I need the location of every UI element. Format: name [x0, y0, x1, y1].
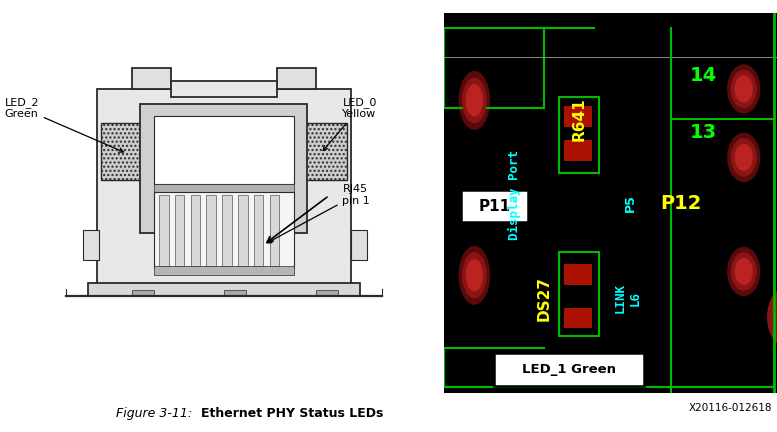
Bar — [564, 308, 592, 328]
Bar — [559, 97, 599, 173]
Bar — [351, 230, 367, 260]
Bar — [96, 89, 351, 287]
Bar — [559, 252, 599, 336]
Bar — [254, 195, 263, 266]
Ellipse shape — [727, 64, 761, 114]
Bar — [154, 266, 294, 275]
Ellipse shape — [731, 138, 757, 177]
Ellipse shape — [731, 70, 757, 108]
Ellipse shape — [731, 252, 757, 291]
Text: 14: 14 — [690, 67, 717, 86]
Bar — [270, 195, 279, 266]
Text: P11: P11 — [479, 199, 510, 213]
Bar — [207, 195, 216, 266]
Bar — [303, 123, 347, 180]
Ellipse shape — [727, 133, 761, 182]
Text: X20116-012618: X20116-012618 — [689, 403, 772, 413]
Text: LED_0
Yellow: LED_0 Yellow — [323, 97, 377, 150]
Ellipse shape — [462, 252, 486, 298]
Ellipse shape — [465, 84, 483, 117]
Bar — [564, 106, 592, 127]
Text: 13: 13 — [690, 124, 717, 143]
Text: Display Port: Display Port — [507, 150, 521, 241]
Bar — [564, 140, 592, 161]
Bar — [494, 353, 644, 385]
Bar — [277, 68, 316, 89]
Ellipse shape — [727, 247, 761, 296]
Bar — [238, 195, 248, 266]
Bar — [222, 195, 232, 266]
Bar — [131, 68, 171, 89]
Bar — [564, 264, 592, 285]
Text: Ethernet PHY Status LEDs: Ethernet PHY Status LEDs — [201, 407, 383, 420]
Bar — [159, 195, 169, 266]
Bar — [131, 290, 154, 296]
Text: R641: R641 — [572, 98, 587, 141]
Bar — [101, 123, 145, 180]
Text: LED_1 Green: LED_1 Green — [522, 363, 616, 376]
Ellipse shape — [734, 258, 753, 285]
Bar — [154, 116, 294, 184]
Text: RJ45
pin 1: RJ45 pin 1 — [267, 184, 370, 243]
Bar — [171, 81, 277, 97]
Ellipse shape — [734, 144, 753, 171]
Ellipse shape — [767, 287, 777, 347]
Text: LINK
L6: LINK L6 — [613, 283, 641, 313]
Text: P5: P5 — [624, 194, 637, 212]
Bar — [154, 192, 294, 268]
Bar — [175, 195, 184, 266]
Bar — [83, 230, 99, 260]
Bar — [224, 290, 246, 296]
Text: DS27: DS27 — [537, 276, 552, 321]
Text: P12: P12 — [660, 194, 702, 213]
Ellipse shape — [458, 71, 490, 130]
Bar — [88, 283, 360, 296]
Ellipse shape — [465, 259, 483, 292]
Bar — [154, 184, 294, 192]
Bar — [141, 104, 307, 233]
Bar — [461, 190, 528, 222]
Bar — [316, 290, 338, 296]
Ellipse shape — [458, 246, 490, 305]
Ellipse shape — [734, 76, 753, 102]
Text: LED_2
Green: LED_2 Green — [5, 97, 124, 152]
Bar — [190, 195, 200, 266]
Ellipse shape — [462, 77, 486, 124]
Text: Figure 3-11:: Figure 3-11: — [117, 407, 193, 420]
